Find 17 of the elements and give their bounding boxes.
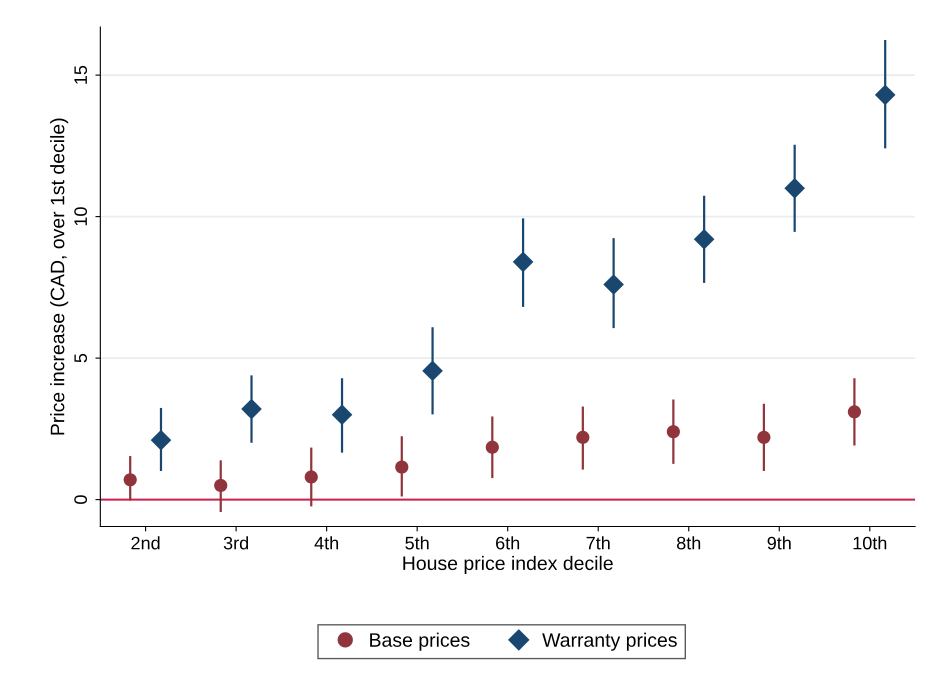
- x-tick-label: 3rd: [224, 536, 248, 550]
- x-tick-label: 10th: [854, 536, 886, 550]
- x-axis-title: House price index decile: [403, 556, 613, 574]
- x-tick-label: 7th: [586, 536, 610, 550]
- legend-label: Base prices: [370, 632, 470, 651]
- y-tick-label: 15: [74, 66, 88, 84]
- x-tick-label: 8th: [676, 536, 700, 550]
- y-tick-label: 5: [74, 354, 88, 362]
- legend-label: Warranty prices: [542, 632, 677, 651]
- x-tick-label: 6th: [496, 536, 520, 550]
- x-tick-label: 9th: [768, 536, 791, 550]
- x-tick-label: 4th: [314, 536, 338, 550]
- y-tick-label: 0: [74, 495, 88, 504]
- y-tick-label: 10: [74, 207, 88, 226]
- x-tick-label: 5th: [405, 536, 429, 550]
- x-tick-label: 2nd: [131, 536, 160, 550]
- y-axis-title: Price increase (CAD, over 1st decile): [50, 118, 68, 435]
